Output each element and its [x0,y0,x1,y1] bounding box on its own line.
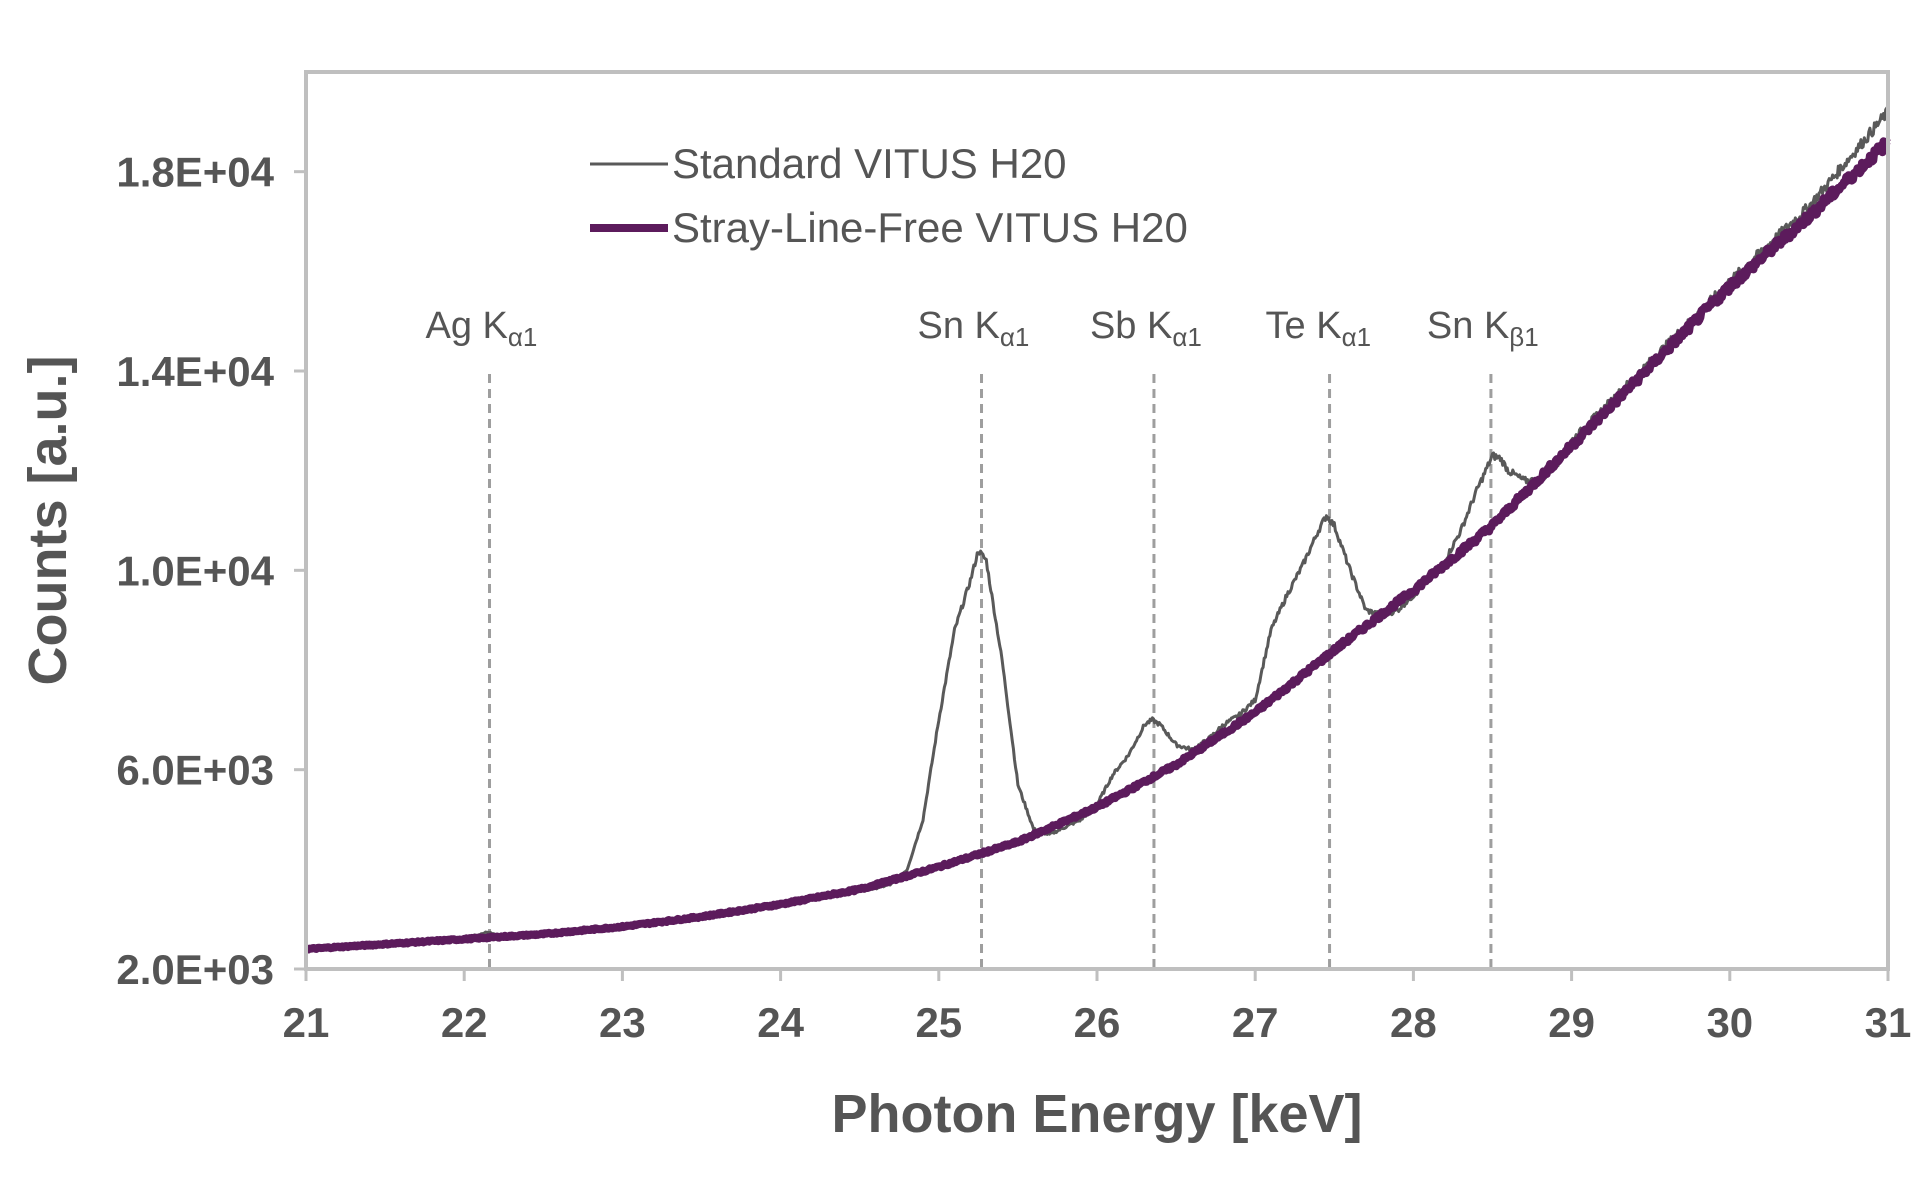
peak-label-subscript: α1 [1172,322,1202,352]
x-tick-label: 28 [1390,999,1437,1046]
x-tick-label: 21 [283,999,330,1046]
peak-label-subscript: α1 [1342,322,1372,352]
x-axis-title: Photon Energy [keV] [831,1084,1362,1144]
legend-label: Standard VITUS H20 [672,140,1067,187]
legend: Standard VITUS H20 Stray-Line-Free VITUS … [590,140,1188,251]
legend-label: Stray-Line-Free VITUS H20 [672,204,1188,251]
peak-label: Sb Kα1 [1090,305,1202,352]
x-tick-label: 26 [1074,999,1121,1046]
x-tick-label: 25 [915,999,962,1046]
y-tick-label: 1.0E+04 [116,547,274,594]
y-axis-title: Counts [a.u.] [18,356,78,686]
x-tick-label: 22 [441,999,488,1046]
x-tick-label: 27 [1232,999,1279,1046]
y-tick-label: 2.0E+03 [116,946,274,993]
peak-label: Te Kα1 [1266,305,1372,352]
peak-label-main: Sb K [1090,305,1172,347]
series-line [303,137,1891,954]
peak-label-main: Ag K [426,305,508,347]
x-tick-label: 23 [599,999,646,1046]
axes: 21 22 23 24 25 26 27 28 29 30 31 2.0E+03 6.0E+03 1.0E… [116,149,1911,1046]
peak-label-subscript: β1 [1509,322,1538,352]
series-layer [303,106,1891,954]
peak-label: Sn Kα1 [918,305,1030,352]
peak-label-subscript: α1 [508,322,537,352]
x-tick-label: 31 [1865,999,1912,1046]
y-tick-label: 6.0E+03 [116,747,274,794]
peak-label-main: Sn K [918,305,1000,347]
x-tick-label: 30 [1706,999,1753,1046]
y-tick-label: 1.4E+04 [116,348,274,395]
x-tick-label: 29 [1548,999,1595,1046]
peak-label-main: Sn K [1427,305,1509,347]
peak-label: Sn Kβ1 [1427,305,1539,352]
peak-annotations: Ag Kα1 Sn Kα1 Sb Kα1 Te Kα1 Sn Kβ1 [426,305,1539,969]
y-tick-label: 1.8E+04 [116,149,274,196]
peak-label: Ag Kα1 [426,305,538,352]
x-tick-label: 24 [757,999,804,1046]
peak-label-subscript: α1 [1000,322,1029,352]
peak-label-main: Te K [1266,305,1342,347]
